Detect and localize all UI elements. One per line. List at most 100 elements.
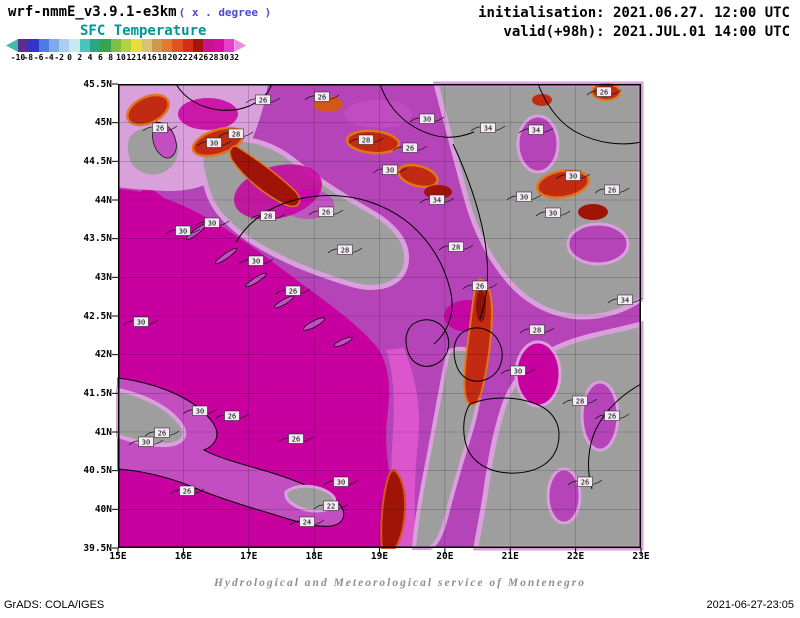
colorbar-segment xyxy=(48,39,60,52)
colorbar-tick-label: 6 xyxy=(97,53,103,62)
border-line xyxy=(235,195,453,345)
contour-label-value: 26 xyxy=(600,89,608,97)
y-axis-label: 40.5N xyxy=(83,465,112,477)
contour-label-value: 34 xyxy=(621,297,629,305)
x-axis-label: 22E xyxy=(567,551,585,562)
colorbar-ticks: -10 -8 -6 -4 -2 0 2 4 6 8 10 12 14 16 18 20 22 24 26 28 30 32 xyxy=(6,52,246,64)
contour-label-box xyxy=(248,255,264,266)
colorbar-tick-label: -2 xyxy=(54,53,65,62)
colorbar-segment xyxy=(18,39,29,52)
colorbar-tick-label: 12 xyxy=(126,53,137,62)
colorbar-segment xyxy=(28,39,39,52)
y-axis-label: 45.5N xyxy=(83,78,112,90)
contour-label-box xyxy=(337,244,353,255)
y-axis-label: 43.5N xyxy=(83,233,112,245)
colorbar-tick-label: 2 xyxy=(77,53,83,62)
contour-label-box xyxy=(577,476,593,487)
colorbar-tick-label: 0 xyxy=(67,53,72,62)
contour-label-box xyxy=(604,410,620,421)
contour-label-value: 28 xyxy=(533,327,541,335)
y-axis-label: 44.5N xyxy=(83,155,112,167)
contour-label-value: 30 xyxy=(142,439,150,447)
violet-pocket xyxy=(516,114,560,174)
x-axis-label: 16E xyxy=(174,551,192,562)
contour-label-box xyxy=(318,206,334,217)
contour-label-box xyxy=(206,137,222,148)
island xyxy=(302,317,326,331)
grads-stamp: GrADS: COLA/IGES xyxy=(4,599,105,611)
contour-label-value: 26 xyxy=(183,488,191,496)
contour-label-value: 28 xyxy=(232,131,240,139)
contour-label-value: 26 xyxy=(608,413,616,421)
contour-label-box xyxy=(152,122,168,133)
colorbar-segment xyxy=(172,39,183,52)
colorbar-tick-label: 10 xyxy=(116,53,126,62)
contour-label-value: 28 xyxy=(452,244,460,252)
contour-label-box xyxy=(604,184,620,195)
border-line xyxy=(453,327,503,382)
temperature-map: 26 30 28 26 26 28 30 26 30 34 34 26 30 26 30 30 34 28 26 28… xyxy=(112,81,644,554)
colorbar-segment xyxy=(110,39,121,52)
contour-label-box xyxy=(516,191,532,202)
colorbar-bar xyxy=(6,39,247,52)
island xyxy=(245,272,267,288)
x-axis-label: 23E xyxy=(632,551,650,562)
contour-label-box xyxy=(138,436,154,447)
contour-label-box xyxy=(285,285,301,296)
x-axis-label: 19E xyxy=(370,551,389,562)
contour-label-value: 28 xyxy=(341,247,349,255)
contour-label-value: 34 xyxy=(484,125,492,133)
model-name: wrf-nmmE_v3.9.1-e3km xyxy=(8,4,177,20)
colorbar-tick-label: 32 xyxy=(229,53,240,62)
island xyxy=(274,295,294,309)
contour-label-value: 30 xyxy=(423,116,431,124)
colorbar-tick-label: 26 xyxy=(198,53,209,62)
contour-label-box xyxy=(429,194,445,205)
contour-label-value: 28 xyxy=(362,137,370,145)
colorbar-segment xyxy=(213,39,224,52)
colorbar-segment xyxy=(120,39,132,52)
field-title: SFC Temperature xyxy=(80,23,207,39)
contour-label-box xyxy=(617,294,633,305)
violet-pocket xyxy=(566,222,630,266)
colorbar-segment xyxy=(90,39,101,52)
y-axis-label: 45N xyxy=(94,117,112,129)
colorbar-tick-label: 20 xyxy=(167,53,178,62)
contour-label-value: 26 xyxy=(228,413,236,421)
colorbar-segment xyxy=(100,39,111,52)
colorbar-segment xyxy=(131,39,142,52)
contour-label-value: 34 xyxy=(433,197,441,205)
contour-label-value: 26 xyxy=(581,479,589,487)
y-axis-label: 41.5N xyxy=(83,387,112,399)
contour-label-box xyxy=(133,316,149,327)
colorbar-segment xyxy=(193,39,204,52)
contour-label-value: 26 xyxy=(608,187,616,195)
contour-label-box xyxy=(154,427,170,438)
colorbar-segment xyxy=(141,39,152,52)
contour-label-box xyxy=(419,113,435,124)
contour-label-value: 30 xyxy=(137,319,145,327)
colorbar-tick-label: 18 xyxy=(157,53,168,62)
contour-label-box xyxy=(545,207,561,218)
violet-pocket xyxy=(546,467,582,525)
contour-label-box xyxy=(565,170,581,181)
colorbar-segment xyxy=(162,39,173,52)
hot-spot xyxy=(397,163,439,189)
colorbar-segment xyxy=(182,39,194,52)
contour-label-box xyxy=(448,241,464,252)
island xyxy=(333,336,353,348)
contour-label-value: 26 xyxy=(289,288,297,296)
contour-label-box xyxy=(224,410,240,421)
contour-label-box xyxy=(204,217,220,228)
hot-core xyxy=(578,204,608,220)
y-axis-label: 42.5N xyxy=(83,310,112,322)
contour-label-box xyxy=(528,124,544,135)
contour-label-box xyxy=(510,365,526,376)
contour-label-value: 26 xyxy=(259,97,267,105)
colorbar-tick-label: 24 xyxy=(188,53,198,62)
x-axis-label: 17E xyxy=(240,551,258,562)
border-line xyxy=(537,83,642,145)
lat-lon-gridlines xyxy=(118,84,641,548)
init-time: initialisation: 2021.06.27. 12:00 UTC xyxy=(478,5,790,21)
colorbar-tick-label: 4 xyxy=(87,53,93,62)
